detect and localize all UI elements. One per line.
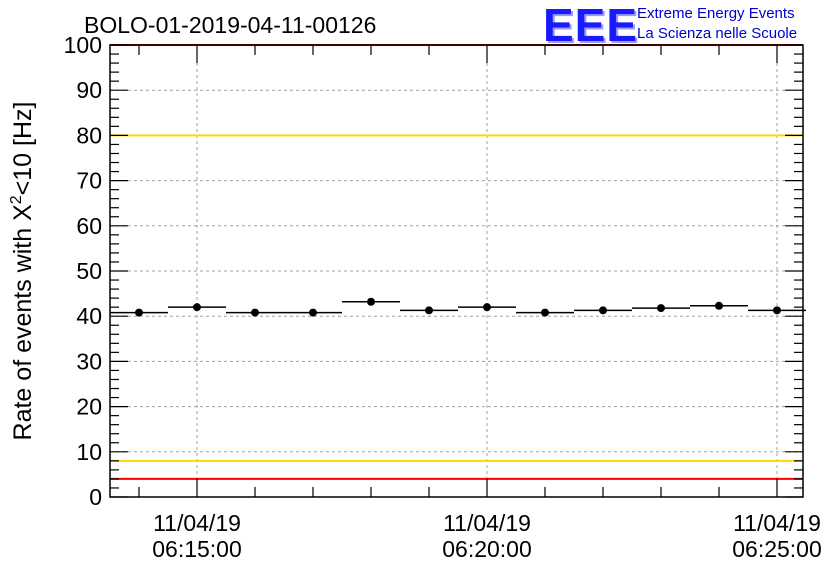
y-tick-label: 20	[76, 394, 102, 420]
data-point	[425, 306, 433, 315]
y-tick-label: 70	[76, 168, 102, 194]
data-point	[715, 301, 723, 310]
data-point	[251, 308, 259, 317]
x-tick-time: 06:20:00	[442, 536, 532, 562]
x-tick-date: 11/04/19	[443, 510, 531, 536]
y-tick-label: 80	[76, 122, 102, 148]
y-tick-labels: 0 10 20 30 40 50 60 70 80 90 100	[64, 32, 102, 510]
y-tick-label: 60	[76, 213, 102, 239]
y-axis-label: Rate of events with X2<10 [Hz]	[8, 102, 37, 441]
logo-caption: Extreme Energy Events La Scienza nelle S…	[637, 4, 797, 44]
logo-mark: EEE	[543, 0, 639, 51]
y-tick-label: 10	[76, 439, 102, 465]
y-tick-label: 90	[76, 77, 102, 103]
data-point	[309, 308, 317, 317]
y-tick-label: 40	[76, 303, 102, 329]
grid-lines	[110, 45, 803, 497]
data-point	[541, 308, 549, 317]
x-tick-date: 11/04/19	[153, 510, 241, 536]
logo-line-1: Extreme Energy Events	[637, 5, 795, 22]
data-point	[483, 303, 491, 312]
data-point	[657, 304, 665, 313]
plot-frame	[109, 44, 804, 498]
chart-title: BOLO-01-2019-04-11-00126	[84, 12, 376, 38]
x-tick-labels: 11/04/1906:15:0011/04/1906:20:0011/04/19…	[152, 510, 822, 562]
data-point	[367, 297, 375, 306]
data-point	[135, 308, 143, 317]
y-tick-label: 30	[76, 348, 102, 374]
logo-line-2: La Scienza nelle Scuole	[637, 25, 798, 42]
y-tick-label: 50	[76, 258, 102, 284]
limit-lines	[110, 44, 803, 480]
data-point	[773, 306, 781, 315]
y-tick-label: 0	[89, 484, 102, 510]
x-tick-date: 11/04/19	[733, 510, 821, 536]
data-point	[599, 306, 607, 315]
x-tick-time: 06:25:00	[732, 536, 822, 562]
x-tick-time: 06:15:00	[152, 536, 242, 562]
y-tick-label: 100	[64, 32, 102, 58]
data-point	[193, 303, 201, 312]
data-points	[110, 297, 806, 317]
